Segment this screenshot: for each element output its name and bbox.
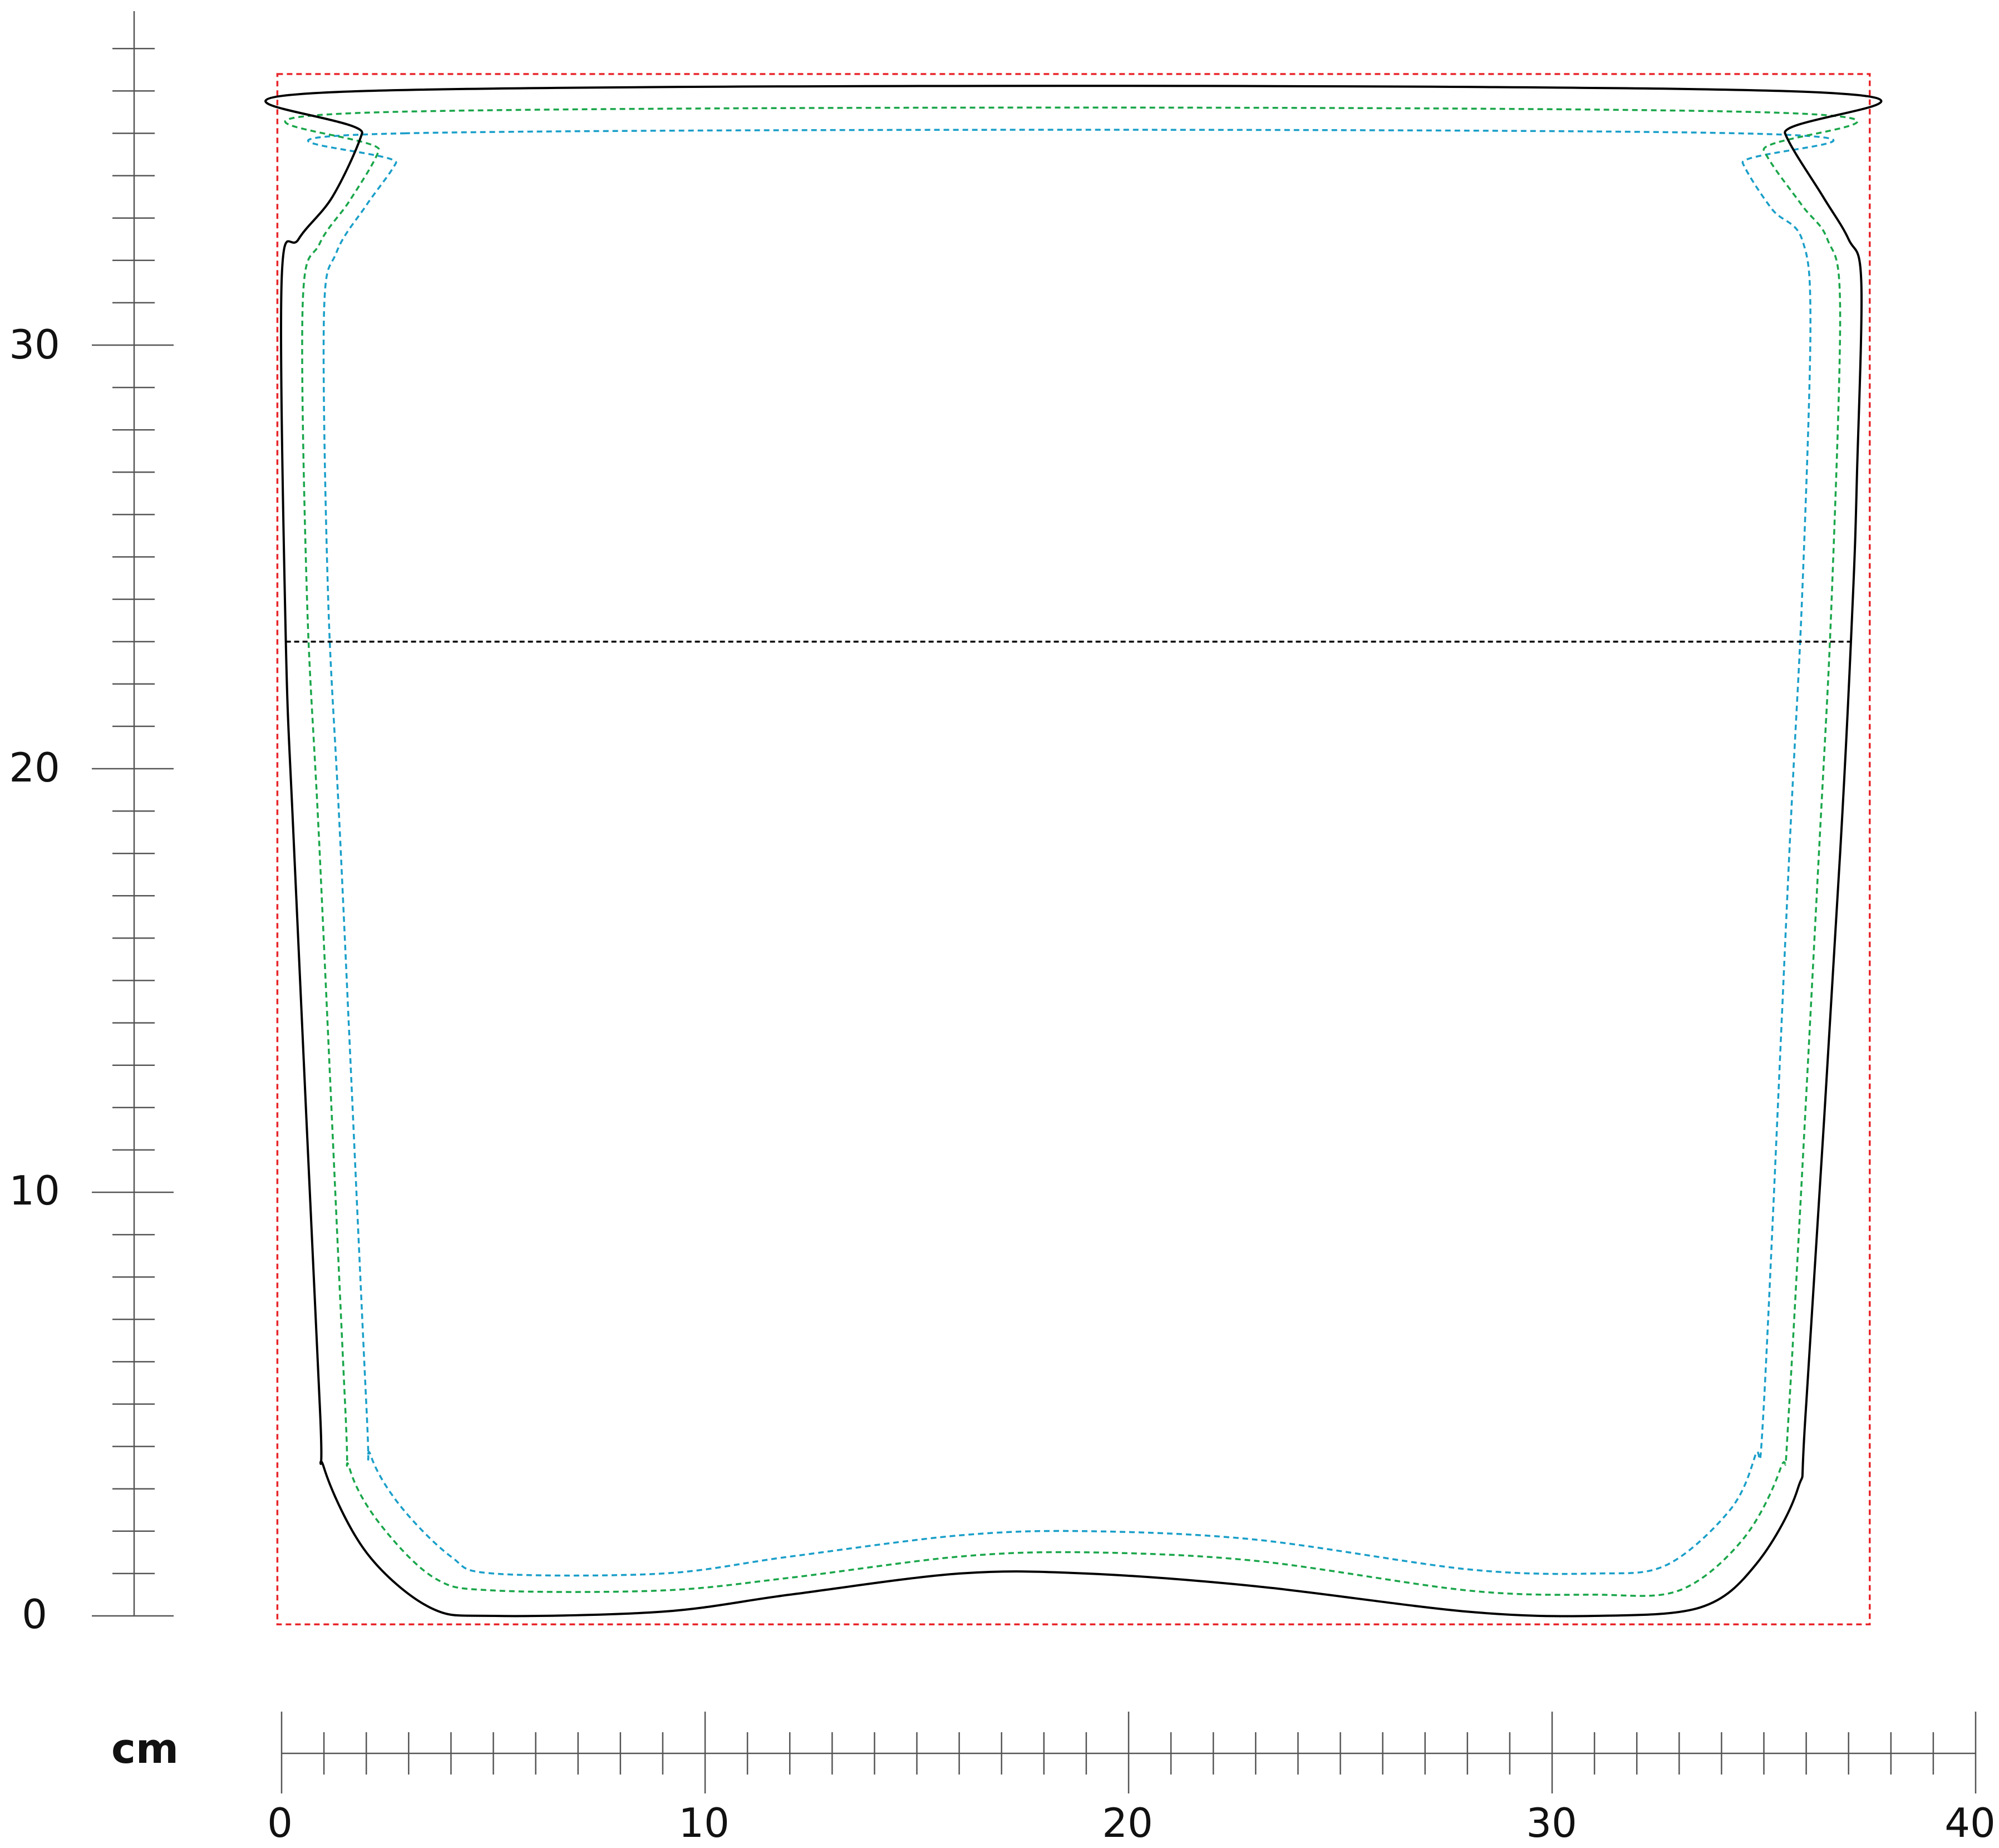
x-tick-label-40: 40: [1944, 1800, 1996, 1846]
y-tick-label-10: 10: [9, 1167, 60, 1214]
vertical-ruler-ticks: [92, 48, 174, 1617]
x-tick-label-10: 10: [678, 1800, 730, 1846]
bleed-box: [276, 73, 1871, 1625]
y-tick-label-30: 30: [9, 321, 60, 368]
horizontal-ruler: cm 0 10 20 30 40: [111, 1712, 1996, 1846]
pattern-group: [264, 85, 1883, 1618]
x-tick-label-20: 20: [1102, 1800, 1153, 1846]
y-tick-label-20: 20: [9, 744, 60, 791]
vertical-ruler: 0 10 20 30: [9, 11, 174, 1638]
safe-area-line: [307, 129, 1835, 1577]
x-tick-label-0: 0: [267, 1800, 293, 1846]
unit-label: cm: [111, 1725, 179, 1773]
seam-line: [284, 106, 1859, 1597]
y-tick-label-0: 0: [22, 1591, 47, 1638]
cut-outline: [264, 85, 1883, 1618]
x-tick-label-30: 30: [1526, 1800, 1577, 1846]
horizontal-ruler-ticks: [280, 1712, 1977, 1793]
bleed-box-group: [276, 73, 1871, 1625]
